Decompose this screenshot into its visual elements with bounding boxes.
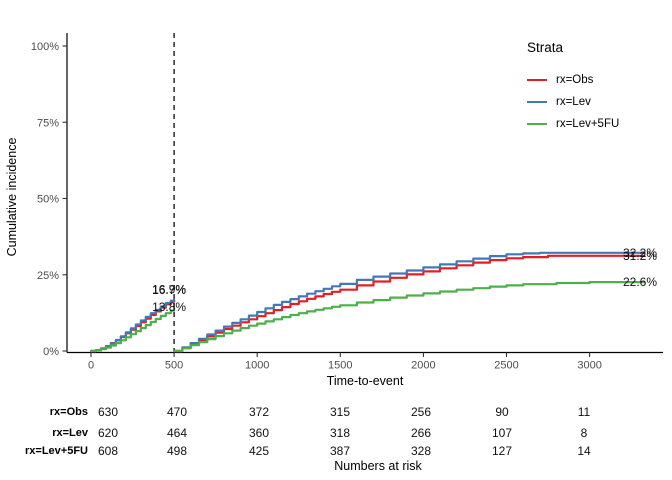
risk-row-label: rx=Obs (49, 406, 88, 418)
y-axis-title: Cumulative incidence (5, 137, 19, 257)
x-tick-label: 2000 (411, 360, 435, 372)
risk-value: 266 (410, 426, 432, 440)
risk-value: 470 (166, 405, 188, 419)
x-tick-label: 3000 (577, 360, 601, 372)
risk-value: 318 (329, 426, 351, 440)
annotation-31.2%: 31.2% (623, 249, 657, 263)
risk-value: 630 (97, 405, 119, 419)
risk-value: 256 (410, 405, 432, 419)
annotation-16.7%: 16.7% (152, 283, 186, 297)
x-tick-label: 0 (88, 360, 94, 372)
legend-title: Strata (527, 40, 564, 55)
risk-value: 425 (248, 444, 270, 458)
legend-item-label: rx=Lev+5FU (556, 118, 620, 130)
legend-key-line (527, 101, 547, 103)
risk-value: 90 (495, 405, 509, 419)
y-tick-label: 75% (37, 117, 59, 129)
legend-items: rx=Obs rx=Lev rx=Lev+5FU (527, 69, 619, 135)
risk-value: 608 (97, 444, 119, 458)
risk-row-label: rx=Lev+5FU (25, 445, 88, 457)
risk-value: 107 (491, 426, 513, 440)
x-tick-label: 1000 (245, 360, 269, 372)
series-curve-rx-obs-seg2 (173, 254, 646, 353)
risk-table-caption: Numbers at risk (334, 459, 422, 473)
x-axis-title: Time-to-event (326, 374, 404, 388)
risk-value: 360 (248, 426, 270, 440)
legend-item-label: rx=Lev (556, 96, 591, 108)
legend-key-line (527, 79, 547, 81)
risk-value: 8 (580, 426, 588, 440)
legend-item-rx-obs: rx=Obs (527, 69, 619, 91)
annotation-22.6%: 22.6% (623, 275, 657, 289)
risk-value: 127 (491, 444, 513, 458)
y-tick-label: 25% (37, 270, 59, 282)
legend: Strata rx=Obs rx=Lev rx=Lev+5FU (527, 40, 619, 135)
risk-value: 328 (410, 444, 432, 458)
series-curve-rx-lev-5fu-seg2 (173, 281, 646, 353)
legend-item-rx-lev-5fu: rx=Lev+5FU (527, 113, 619, 135)
legend-item-rx-lev: rx=Lev (527, 91, 619, 113)
risk-value: 498 (166, 444, 188, 458)
annotation-13.8%: 13.8% (152, 300, 186, 314)
x-tick-label: 1500 (328, 360, 352, 372)
risk-value: 620 (97, 426, 119, 440)
legend-key-line (527, 123, 547, 125)
annotation-16.9%: 16.9% (152, 282, 186, 296)
x-tick-label: 500 (165, 360, 183, 372)
legend-item-label: rx=Obs (556, 74, 594, 86)
risk-value: 315 (329, 405, 351, 419)
risk-value: 387 (329, 444, 351, 458)
risk-value: 464 (166, 426, 188, 440)
y-tick-label: 50% (37, 194, 59, 206)
risk-value: 11 (577, 405, 591, 419)
series-curve-rx-lev-seg2 (173, 251, 646, 353)
risk-row-label: rx=Lev (52, 427, 88, 439)
risk-value: 14 (577, 444, 591, 458)
y-tick-label: 0% (43, 346, 59, 358)
risk-value: 372 (248, 405, 270, 419)
x-tick-label: 2500 (494, 360, 518, 372)
annotation-32.2%: 32.2% (623, 246, 657, 260)
y-tick-label: 100% (31, 41, 59, 53)
series-curve-rx-lev-5fu-seg1 (89, 307, 176, 353)
